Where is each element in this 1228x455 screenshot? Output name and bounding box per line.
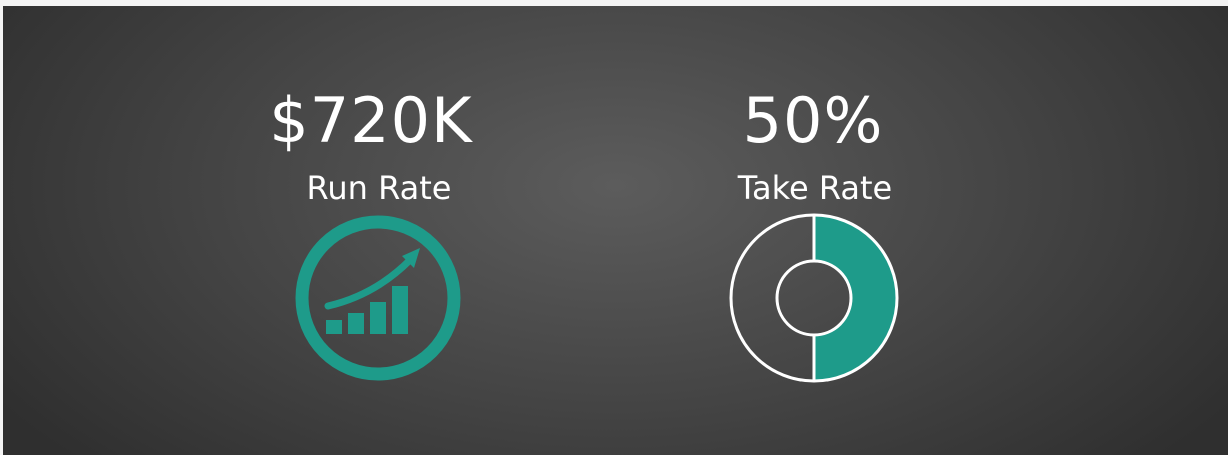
donut-icon [729,213,899,383]
metric-value: 50% [742,84,884,157]
growth-icon [295,215,461,381]
metric-label: Take Rate [737,169,893,207]
metric-label: Run Rate [306,169,452,207]
icons [295,213,899,383]
metric-value: $720K [269,84,473,157]
